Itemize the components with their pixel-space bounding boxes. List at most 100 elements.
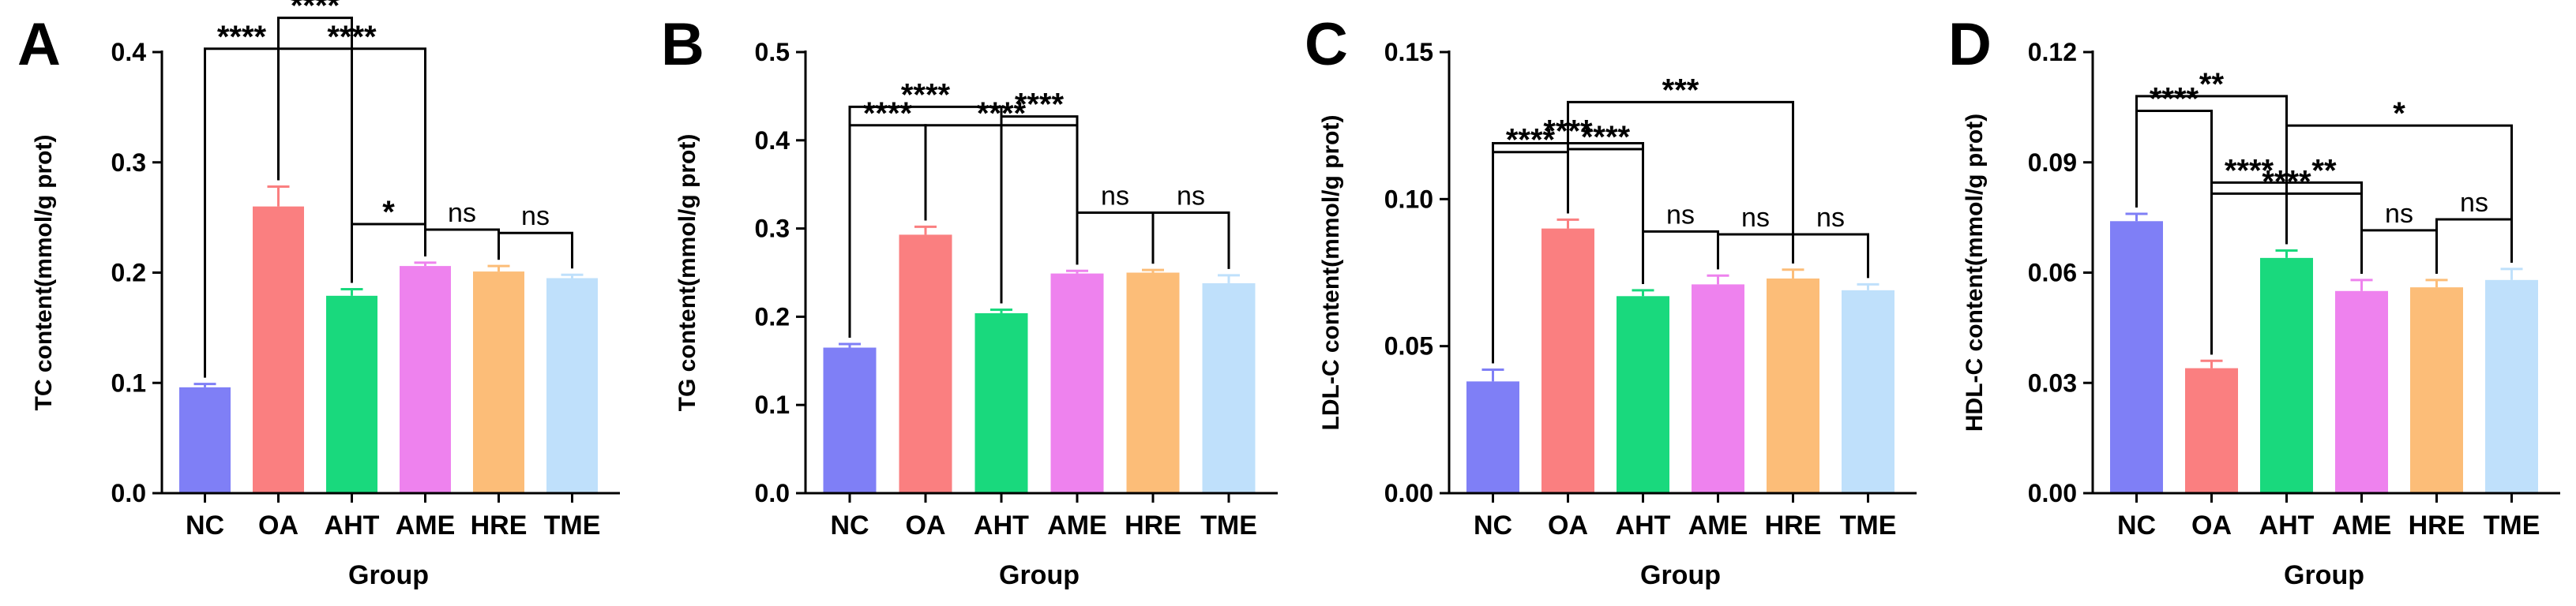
significance-label: ns [448, 198, 476, 228]
x-tick-label: AHT [325, 511, 380, 541]
y-tick-label: 0.05 [1384, 332, 1433, 361]
significance-label: * [2393, 96, 2405, 131]
bar-aht [1617, 296, 1669, 492]
significance-bracket: ns [424, 198, 500, 260]
y-tick-label: 0.09 [2028, 148, 2077, 177]
panel-d: D 0.00 0.03 0.06 0.09 0.12 HDL-C content(mmol/… [1948, 11, 2560, 590]
y-tick-label: 0.4 [755, 126, 790, 155]
significance-bracket: ns [1717, 203, 1794, 270]
significance-label: ns [2385, 199, 2413, 229]
y-tick-label: 0.3 [755, 215, 790, 243]
significance-label: ns [521, 201, 550, 231]
y-tick-label: 0.0 [755, 479, 790, 507]
panel-letter: D [1948, 11, 1992, 78]
x-axis-label: Group [999, 560, 1080, 590]
significance-label: **** [1581, 120, 1631, 155]
y-tick-label: 0.03 [2028, 368, 2077, 397]
panel-c: C 0.00 0.05 0.10 0.15 LDL-C content(mmol/g pr… [1305, 11, 1917, 590]
y-tick-label: 0.2 [755, 302, 790, 331]
significance-bracket: **** [1000, 88, 1079, 304]
bar-tme [546, 278, 598, 492]
significance-label: **** [1015, 88, 1065, 122]
x-tick-label: NC [2117, 511, 2156, 541]
significance-bracket: ns [1151, 181, 1230, 269]
x-tick-label: OA [906, 511, 946, 541]
x-tick-label: OA [1548, 511, 1588, 541]
y-tick-label: 0.06 [2028, 259, 2077, 287]
significance-bracket: *** [1567, 73, 1794, 264]
y-tick-label: 0.00 [1384, 479, 1433, 507]
x-axis-label: Group [2284, 560, 2364, 590]
x-tick-label: OA [2191, 511, 2232, 541]
significance-label: ns [1177, 181, 1205, 211]
bar-hre [1767, 278, 1819, 492]
significance-label: ** [2311, 153, 2337, 188]
significance-label: ns [1816, 203, 1845, 233]
y-tick-label: 0.15 [1384, 38, 1433, 66]
significance-label: ns [1666, 200, 1695, 230]
significance-bracket: ns [2435, 188, 2513, 274]
x-tick-label: TME [544, 511, 601, 541]
significance-bracket: * [2285, 96, 2513, 263]
bar-hre [473, 271, 524, 492]
y-tick-label: 0.1 [755, 391, 790, 419]
significance-label: ns [1741, 203, 1770, 233]
y-tick-label: 0.00 [2028, 479, 2077, 507]
x-tick-label: AME [2332, 511, 2392, 541]
bar-ame [1692, 284, 1744, 492]
bar-oa [899, 234, 952, 492]
significance-label: * [382, 195, 395, 230]
panel-letter: B [661, 11, 704, 78]
significance-bracket: **** [1567, 120, 1644, 284]
significance-label: **** [2225, 153, 2274, 188]
x-tick-label: AHT [1616, 511, 1671, 541]
x-tick-label: OA [258, 511, 299, 541]
x-tick-label: TME [2484, 511, 2540, 541]
significance-label: **** [291, 0, 340, 24]
y-tick-label: 0.12 [2028, 38, 2077, 66]
x-tick-label: HRE [1125, 511, 1181, 541]
significance-bracket: ns [1642, 200, 1719, 284]
bar-nc [1466, 381, 1519, 492]
y-axis-label: LDL-C content(mmol/g prot) [1318, 115, 1344, 431]
x-tick-label: AME [1688, 511, 1748, 541]
x-tick-label: AME [1047, 511, 1107, 541]
x-tick-label: AME [396, 511, 456, 541]
significance-bracket: ns [498, 201, 573, 269]
bar-ame [1050, 273, 1104, 492]
panel-letter: A [17, 11, 61, 78]
significance-label: ** [2199, 67, 2225, 102]
significance-label: **** [901, 77, 951, 112]
significance-label: ns [2460, 188, 2488, 218]
x-tick-label: NC [830, 511, 869, 541]
panel-letter: C [1305, 11, 1348, 78]
bar-aht [326, 295, 377, 492]
x-tick-label: HRE [1765, 511, 1822, 541]
y-tick-label: 0.3 [111, 148, 146, 177]
panel-b: B 0.0 0.1 0.2 0.3 0.4 0.5 TG content(mmol/g pro… [661, 11, 1278, 590]
x-tick-label: TME [1840, 511, 1897, 541]
x-axis-label: Group [348, 560, 429, 590]
x-tick-label: NC [1474, 511, 1512, 541]
significance-bracket: ns [2360, 199, 2438, 274]
panel-a: A 0.0 0.1 0.2 0.3 0.4 TC content(mmol/g prot) N… [17, 0, 620, 590]
x-tick-label: TME [1200, 511, 1257, 541]
bar-hre [1126, 272, 1180, 492]
bar-tme [2485, 279, 2538, 492]
y-tick-label: 0.4 [111, 38, 147, 66]
y-tick-label: 0.5 [755, 38, 790, 66]
significance-bracket: **** [277, 20, 426, 256]
bar-aht [974, 312, 1028, 492]
significance-label: ns [1101, 181, 1129, 211]
bar-nc [2110, 221, 2163, 492]
x-axis-label: Group [1640, 560, 1721, 590]
bar-tme [1842, 290, 1894, 492]
bar-oa [253, 206, 304, 492]
y-axis-label: HDL-C content(mmol/g prot) [1962, 114, 1988, 432]
bar-ame [400, 266, 451, 492]
y-tick-label: 0.0 [111, 479, 146, 507]
significance-label: **** [863, 96, 913, 131]
significance-bracket: ns [1792, 203, 1869, 279]
bar-nc [179, 387, 231, 492]
